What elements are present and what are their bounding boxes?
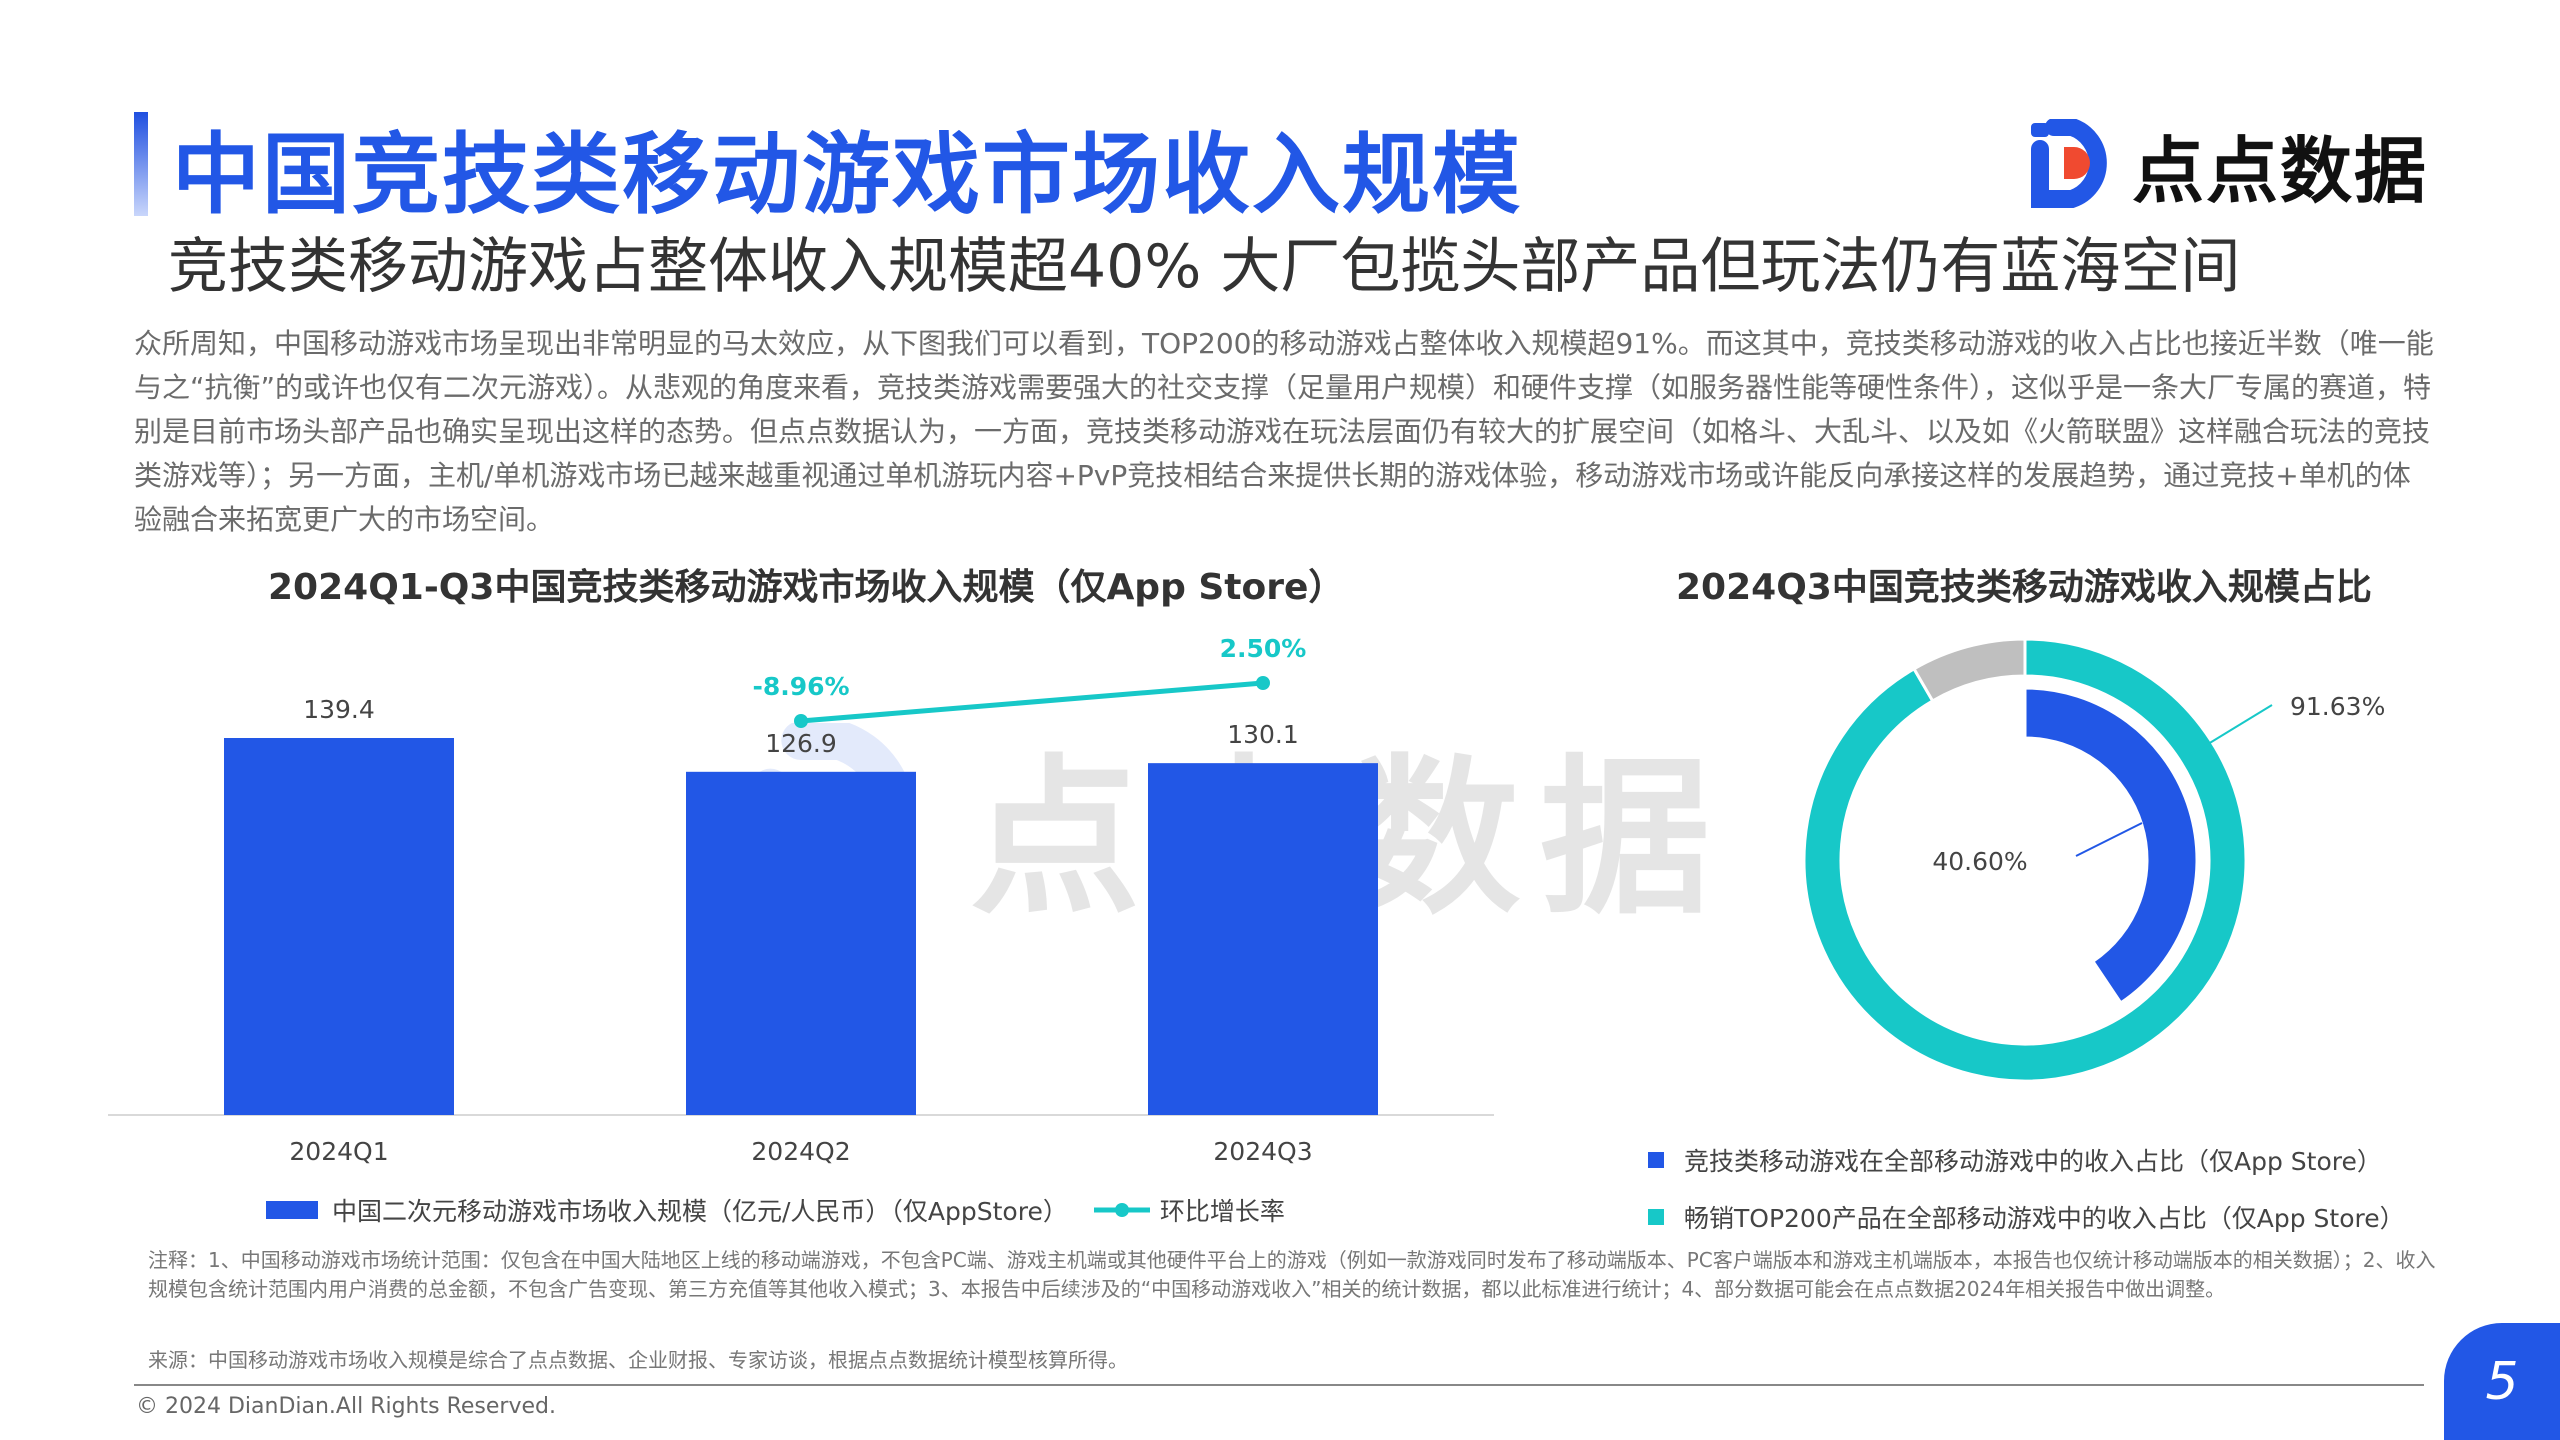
page-title: 中国竞技类移动游戏市场收入规模 (172, 123, 1523, 226)
page-number: 5 (2444, 1323, 2560, 1440)
logo-text: 点点数据 (2132, 129, 2429, 213)
ring-other-segment (1912, 637, 2027, 703)
donut-chart: 91.63% 40.60% (1802, 637, 2385, 1083)
intro-paragraph: 众所周知，中国移动游戏市场呈现出非常明显的马太效应，从下图我们可以看到，TOP2… (134, 327, 2434, 536)
legend-bar-swatch (266, 1201, 318, 1219)
legend-bar-label: 中国二次元移动游戏市场收入规模（亿元/人民币）（仅AppStore） (332, 1197, 1068, 1226)
growth-line (800, 680, 1264, 724)
x-tick-label: 2024Q1 (289, 1137, 388, 1166)
legend-line-swatch (1093, 1203, 1150, 1217)
diandian-logo-icon (2031, 118, 2107, 208)
leader-line-competitive (2075, 822, 2143, 857)
ring-competitive-segment (2023, 686, 2199, 1005)
ring-label-top200: 91.63% (2290, 692, 2385, 721)
donut-legend-item-competitive: 竞技类移动游戏在全部移动游戏中的收入占比（仅App Store） (1648, 1142, 2382, 1178)
ring-label-competitive: 40.60% (1932, 847, 2027, 876)
ring-top200-segment (1802, 637, 2248, 1083)
bar-value-label: 126.9 (765, 729, 837, 758)
bar-chart: 139.4 2024Q1 126.9 2024Q2 130.1 2024Q3 -8.96% 2… (108, 634, 1494, 1166)
legend-blue-swatch (1648, 1152, 1664, 1168)
notes: 注释：1、中国移动游戏市场统计范围：仅包含在中国大陆地区上线的移动端游戏，不包含… (148, 1248, 2436, 1301)
bar-2024Q3 (1148, 763, 1378, 1115)
bar-legend: 中国二次元移动游戏市场收入规模（亿元/人民币）（仅AppStore） 环比增长率 (266, 1192, 1285, 1228)
legend-label: 畅销TOP200产品在全部移动游戏中的收入占比（仅App Store） (1684, 1204, 2405, 1233)
title-accent-bar (134, 112, 148, 216)
legend-label: 竞技类移动游戏在全部移动游戏中的收入占比（仅App Store） (1684, 1147, 2382, 1176)
x-tick-label: 2024Q2 (751, 1137, 850, 1166)
brand-logo: 点点数据 (2026, 112, 2428, 217)
growth-label: -8.96% (752, 672, 849, 701)
growth-point (1256, 676, 1270, 690)
x-tick-label: 2024Q3 (1213, 1137, 1312, 1166)
growth-point (794, 714, 808, 728)
bar-2024Q2 (686, 771, 916, 1115)
bar-chart-title: 2024Q1-Q3中国竞技类移动游戏市场收入规模（仅App Store） (268, 567, 1345, 608)
legend-line-label: 环比增长率 (1159, 1197, 1285, 1226)
legend-teal-swatch (1648, 1209, 1664, 1225)
bar-value-label: 139.4 (303, 695, 375, 724)
donut-chart-title: 2024Q3中国竞技类移动游戏收入规模占比 (1676, 567, 2372, 608)
bar-value-label: 130.1 (1227, 720, 1299, 749)
bar-2024Q1 (224, 738, 454, 1115)
footer-divider (134, 1384, 2424, 1386)
donut-legend-item-top200: 畅销TOP200产品在全部移动游戏中的收入占比（仅App Store） (1648, 1199, 2405, 1235)
copyright: © 2024 DianDian.All Rights Reserved. (136, 1394, 556, 1419)
growth-label: 2.50% (1220, 634, 1307, 663)
page-subtitle: 竞技类移动游戏占整体收入规模超40% 大厂包揽头部产品但玩法仍有蓝海空间 (168, 232, 2241, 302)
source-note: 来源：中国移动游戏市场收入规模是综合了点点数据、企业财报、专家访谈，根据点点数据… (148, 1348, 1128, 1372)
leader-line-top200 (2189, 704, 2273, 756)
